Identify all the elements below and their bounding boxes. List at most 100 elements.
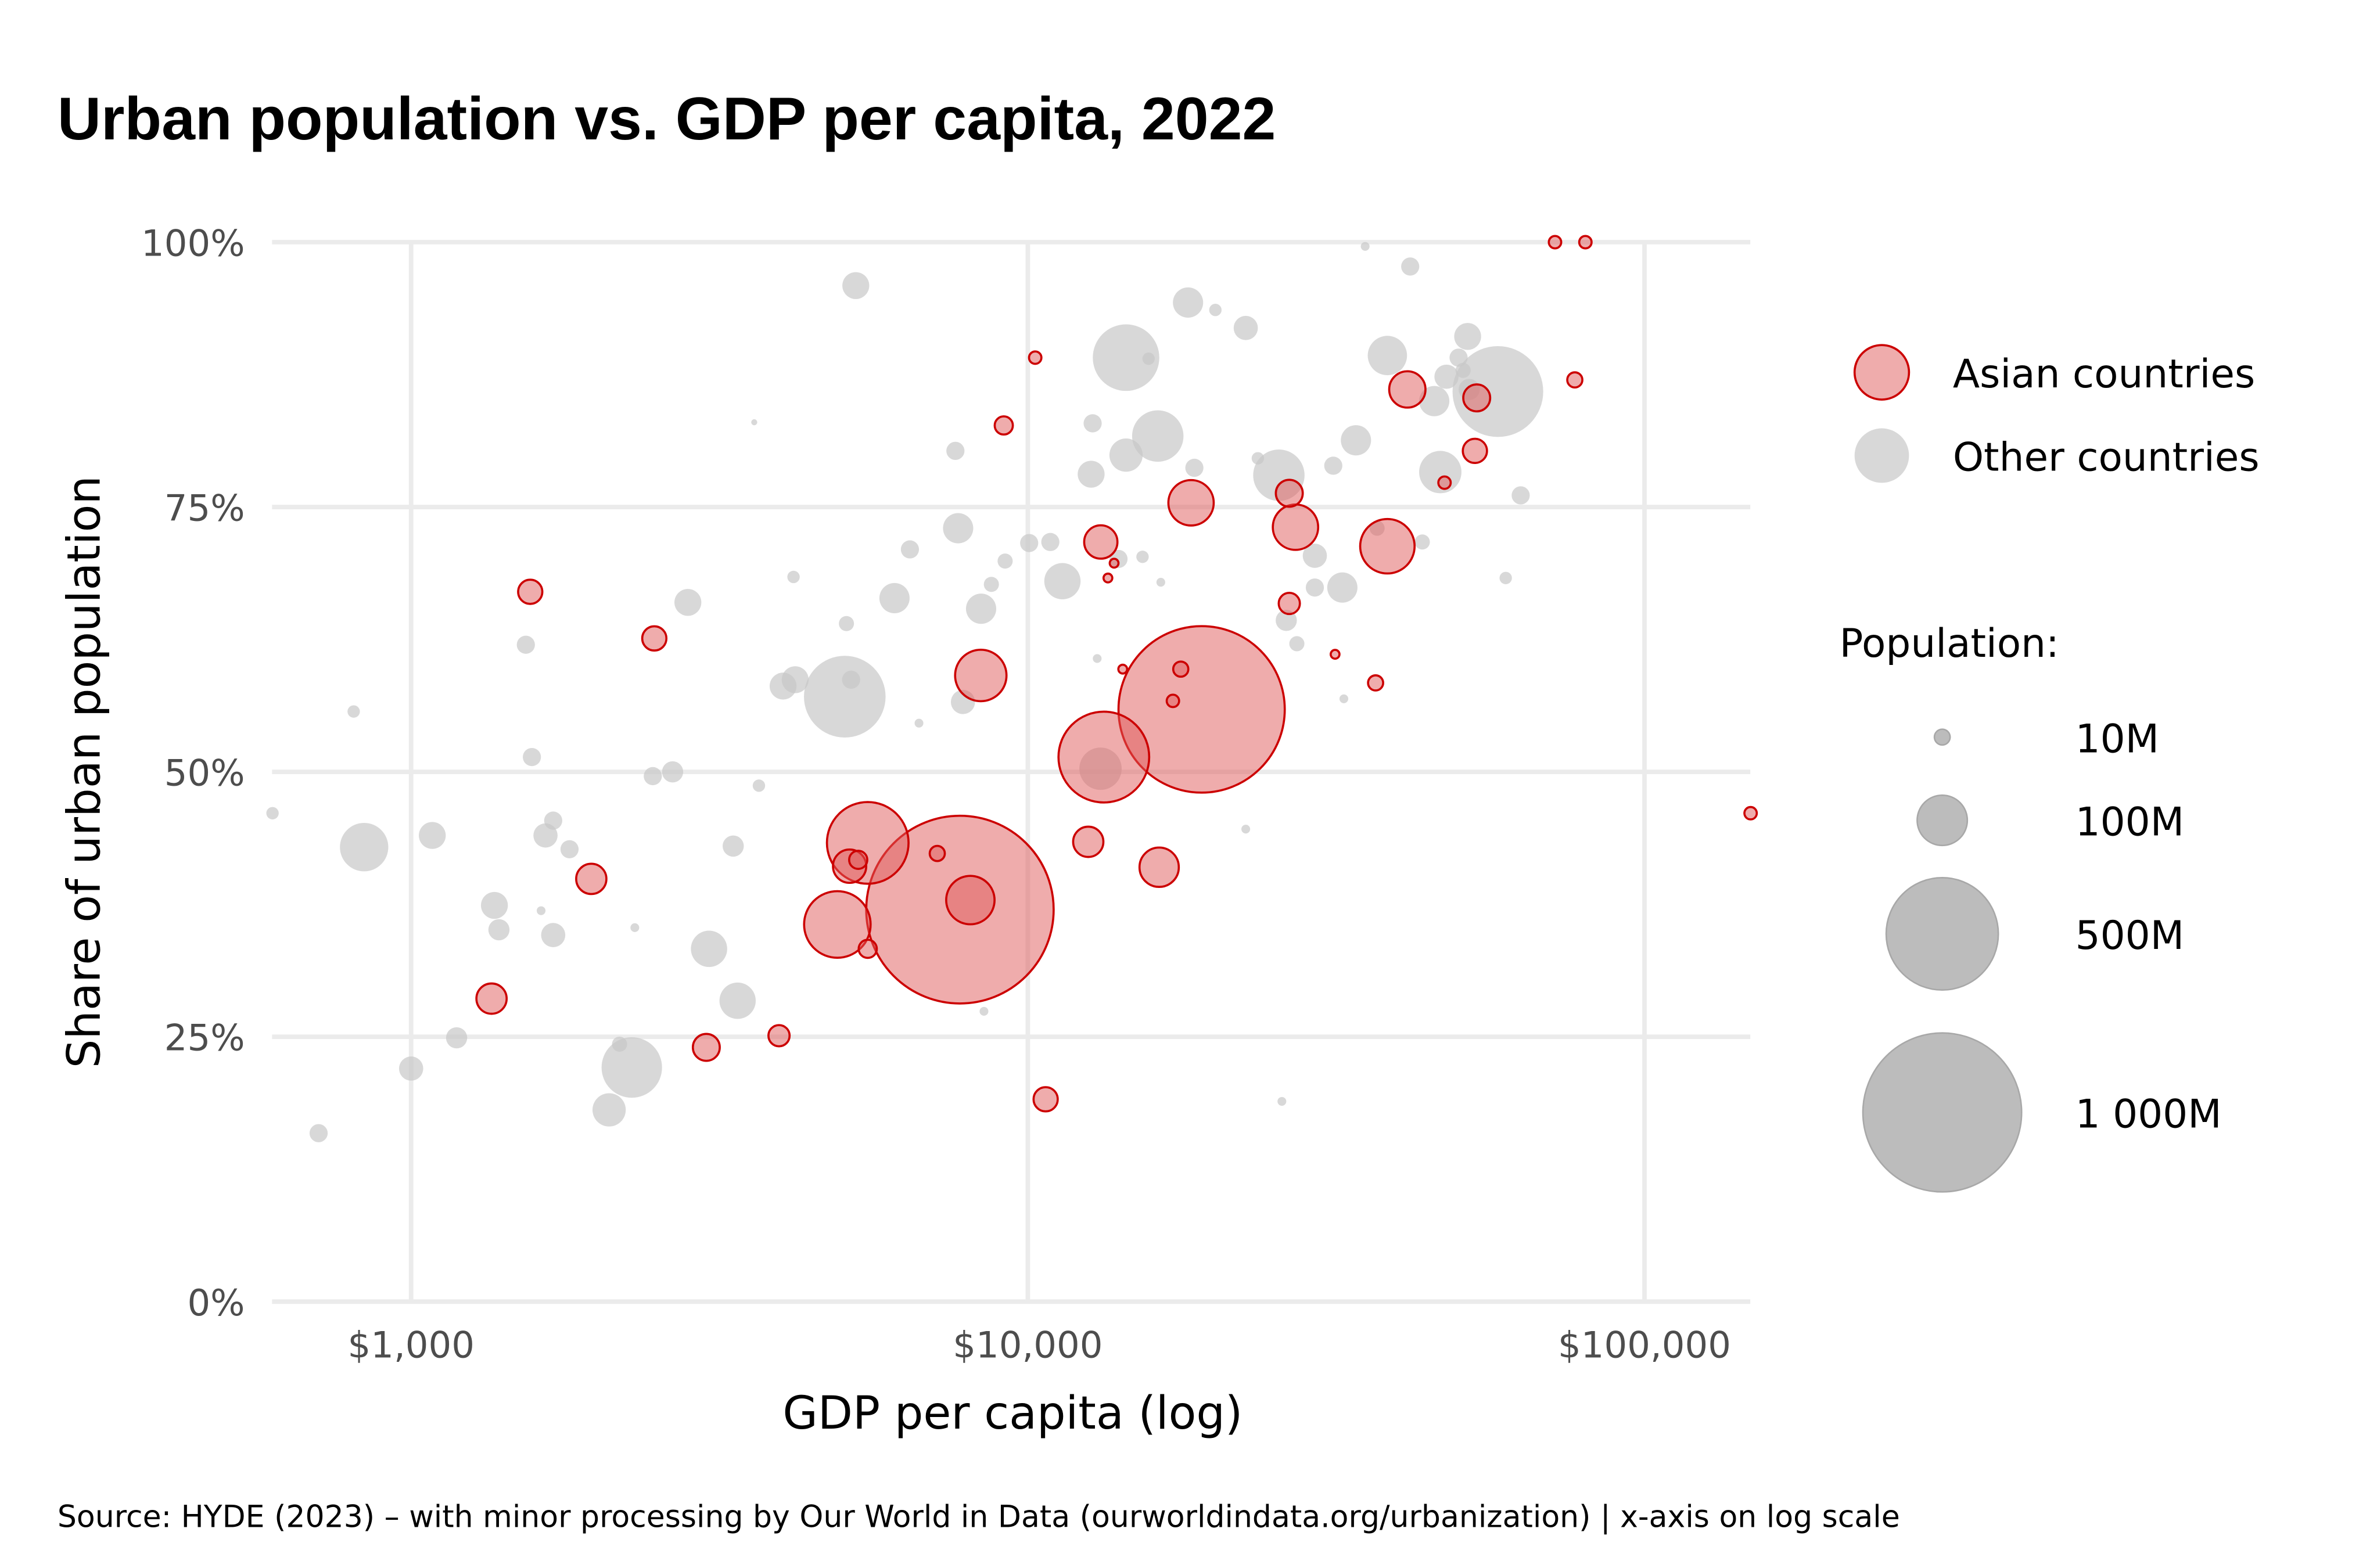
other-country-bubble — [781, 666, 809, 693]
legend-size-key-bubble — [1933, 728, 1951, 746]
other-country-bubble — [1341, 425, 1371, 456]
other-country-bubble — [1452, 346, 1543, 437]
other-country-bubble — [1289, 636, 1305, 652]
other-country-bubble — [1276, 610, 1297, 631]
asian-country-bubble — [1566, 371, 1583, 389]
asian-country-bubble — [1274, 479, 1304, 508]
y-tick-label: 25% — [164, 1017, 245, 1059]
legend-other-label: Other countries — [1953, 434, 2260, 480]
other-country-bubble — [1083, 414, 1102, 433]
other-country-bubble — [723, 835, 744, 857]
other-country-bubble — [1454, 323, 1481, 350]
asian-country-bubble — [1277, 592, 1301, 616]
y-tick-label: 50% — [164, 752, 245, 794]
other-country-bubble — [1142, 352, 1155, 365]
other-country-bubble — [309, 1124, 328, 1142]
asian-country-bubble — [1743, 805, 1758, 821]
legend-size-key-bubble — [1916, 794, 1969, 847]
legend: Asian countries Other countries Populati… — [1840, 344, 2260, 1193]
other-country-bubble — [1020, 534, 1039, 552]
asian-country-bubble — [993, 415, 1014, 436]
other-country-bubble — [1241, 825, 1251, 834]
other-country-bubble — [544, 811, 562, 830]
other-country-bubble — [1093, 324, 1159, 391]
other-country-bubble — [1156, 578, 1165, 587]
series-asian-countries — [475, 235, 1758, 1113]
asian-country-bubble — [641, 625, 668, 652]
other-country-bubble — [804, 656, 886, 738]
other-country-bubble — [1044, 563, 1081, 600]
asian-country-bubble — [1108, 558, 1120, 569]
other-country-bubble — [516, 635, 535, 654]
other-country-bubble — [536, 906, 546, 915]
other-country-bubble — [1251, 452, 1265, 465]
other-country-bubble — [983, 577, 999, 592]
y-tick-label: 100% — [141, 222, 245, 264]
asian-country-bubble — [1032, 1086, 1059, 1113]
other-country-bubble — [446, 1027, 468, 1049]
asian-country-bubble — [1165, 693, 1180, 709]
other-country-bubble — [398, 1056, 423, 1081]
asian-country-bubble — [1578, 235, 1593, 250]
other-country-bubble — [1302, 544, 1327, 568]
other-country-bubble — [946, 441, 965, 461]
legend-size-title: Population: — [1840, 620, 2059, 666]
other-country-bubble — [1041, 533, 1060, 551]
legend-size-key-label: 10M — [2075, 715, 2159, 761]
other-country-bubble — [1414, 534, 1430, 550]
other-country-bubble — [839, 616, 854, 631]
asian-country-bubble — [954, 649, 1008, 703]
other-country-bubble — [1401, 257, 1420, 276]
asian-country-bubble — [475, 982, 508, 1015]
other-country-bubble — [266, 807, 279, 819]
other-country-bubble — [1324, 456, 1342, 475]
asian-country-bubble — [928, 844, 946, 862]
y-axis-title: Share of urban population — [58, 476, 111, 1068]
legend-size-key-label: 100M — [2075, 799, 2184, 845]
other-country-bubble — [340, 822, 389, 872]
asian-country-bubble — [848, 850, 868, 871]
other-country-bubble — [1360, 242, 1370, 251]
asian-country-bubble — [1462, 383, 1492, 413]
other-country-bubble — [1327, 572, 1358, 603]
other-country-bubble — [419, 822, 446, 849]
other-country-bubble — [997, 553, 1013, 569]
legend-asia-label: Asian countries — [1953, 351, 2255, 397]
x-tick-label: $100,000 — [1558, 1324, 1731, 1366]
other-country-bubble — [1434, 364, 1459, 389]
other-country-bubble — [752, 779, 766, 792]
legend-size-keys: 10M 100M 500M 1 000M — [1862, 715, 2222, 1193]
other-country-bubble — [1339, 694, 1349, 703]
asian-country-bubble — [1083, 524, 1119, 560]
asian-country-bubble — [691, 1033, 721, 1062]
other-country-bubble — [1093, 654, 1102, 663]
legend-size-key-bubble — [1862, 1032, 2023, 1193]
other-country-bubble — [1233, 315, 1258, 340]
x-tick-label: $10,000 — [953, 1324, 1103, 1366]
other-country-bubble — [630, 923, 640, 932]
other-country-bubble — [1277, 1096, 1287, 1106]
other-country-bubble — [842, 670, 860, 689]
other-country-bubble — [787, 570, 800, 584]
other-country-bubble — [719, 982, 756, 1019]
asian-country-bubble — [575, 862, 608, 896]
other-country-bubble — [1499, 571, 1512, 584]
asian-country-bubble — [1359, 517, 1416, 575]
legend-size-key-label: 1 000M — [2075, 1091, 2222, 1137]
other-country-bubble — [879, 582, 910, 614]
other-country-bubble — [1449, 348, 1468, 367]
other-country-bubble — [751, 419, 757, 426]
other-country-bubble — [674, 589, 702, 616]
asian-country-bubble — [1167, 479, 1215, 527]
chart-title: Urban population vs. GDP per capita, 202… — [58, 85, 1276, 153]
other-country-bubble — [1078, 461, 1105, 488]
asian-country-bubble — [1138, 846, 1180, 889]
other-country-bubble — [979, 1006, 989, 1016]
asian-country-bubble — [767, 1024, 791, 1048]
asian-country-bubble — [1462, 437, 1488, 465]
y-tick-label: 75% — [164, 487, 245, 529]
other-country-bubble — [1209, 304, 1222, 317]
legend-asia-swatch — [1853, 344, 1911, 401]
y-axis-ticks: 0% 25% 50% 75% 100% — [141, 222, 245, 1324]
other-country-bubble — [523, 747, 541, 767]
